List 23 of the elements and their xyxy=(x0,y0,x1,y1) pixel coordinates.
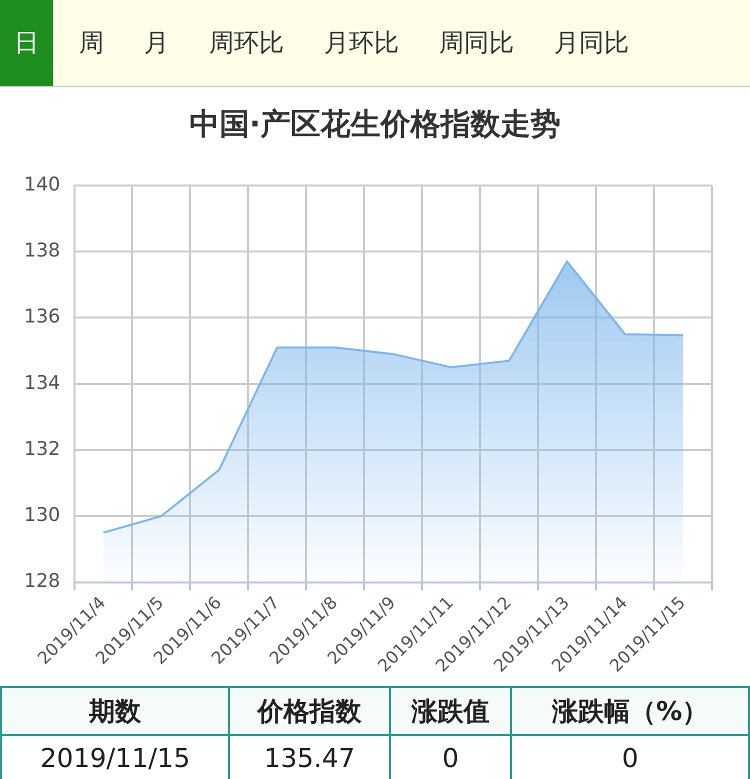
text: 月 xyxy=(143,27,170,59)
chart-title: 中国·产区花生价格指数走势 xyxy=(188,106,562,144)
y-tick-label: 134 xyxy=(24,372,60,394)
text: 0 xyxy=(390,735,512,779)
text: 期数 xyxy=(1,687,230,735)
y-tick-label: 132 xyxy=(24,438,60,460)
text: 0 xyxy=(511,735,749,779)
y-tick-label: 136 xyxy=(24,306,60,328)
y-tick-label: 128 xyxy=(24,570,60,592)
text: 135.47 xyxy=(229,735,390,779)
text: 周 xyxy=(78,27,105,59)
text: 月同比 xyxy=(553,27,630,59)
text: 日 xyxy=(0,0,53,86)
text: 周环比 xyxy=(208,27,285,59)
text: 周同比 xyxy=(438,27,515,59)
text: 月环比 xyxy=(323,27,400,59)
y-tick-label: 140 xyxy=(24,173,60,196)
y-tick-label: 130 xyxy=(24,504,60,526)
text: 涨跌值 xyxy=(390,687,512,735)
text: 涨跌幅（%） xyxy=(511,687,749,735)
text: 价格指数 xyxy=(229,687,390,735)
text: 2019/11/15 xyxy=(1,735,230,779)
y-tick-label: 138 xyxy=(24,239,60,262)
